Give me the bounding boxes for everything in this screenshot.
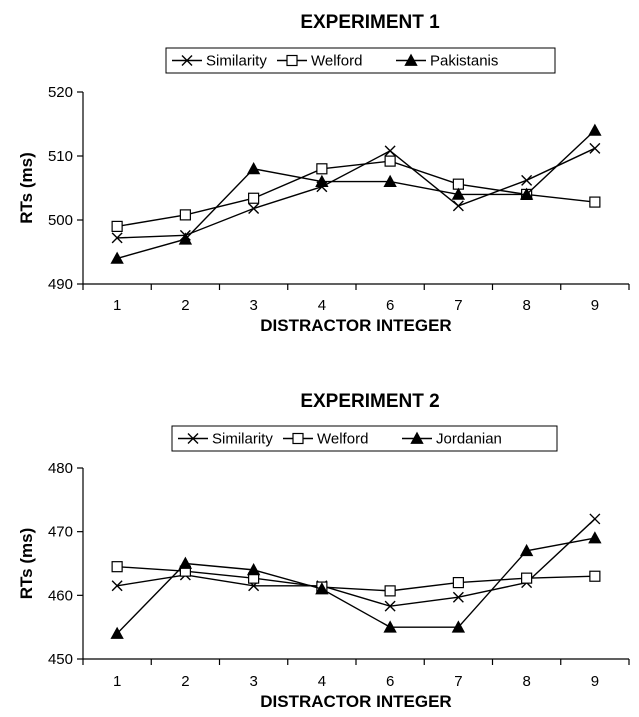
series-line [117, 518, 596, 607]
data-point [589, 570, 601, 582]
series-line [117, 160, 595, 228]
series-pakistanis [110, 123, 602, 264]
x-tick-label: 7 [454, 297, 462, 314]
legend-label: Jordanian [436, 431, 502, 448]
data-point [246, 161, 261, 175]
legend-label: Welford [317, 431, 368, 448]
y-tick-label: 480 [48, 460, 73, 477]
x-tick-label: 4 [318, 673, 326, 690]
y-tick-label: 520 [48, 84, 73, 101]
data-point [110, 251, 124, 264]
data-point [316, 163, 328, 175]
chart-experiment-2: EXPERIMENT 2 Similarity Welford Jordanian 45… [17, 391, 630, 711]
data-point [589, 513, 601, 525]
series-line [117, 565, 595, 592]
data-point [315, 174, 329, 187]
x-tick-label: 8 [522, 297, 530, 314]
data-point [178, 556, 193, 569]
legend-marker-triangle [410, 431, 424, 444]
data-point [451, 620, 466, 633]
y-axis-label: RTs (ms) [17, 528, 36, 599]
y-tick-label: 510 [48, 148, 73, 165]
x-tick-label: 2 [181, 673, 189, 690]
x-tick-label: 3 [249, 673, 257, 690]
y-tick-label: 450 [48, 651, 73, 668]
x-tick-label: 6 [386, 297, 394, 314]
chart-title: EXPERIMENT 2 [300, 391, 439, 412]
data-point [248, 202, 260, 214]
y-axis-label: RTs (ms) [17, 152, 36, 223]
data-point [588, 123, 602, 136]
legend-marker-x [181, 55, 193, 66]
data-point [384, 145, 396, 157]
data-point [521, 174, 533, 186]
data-point [111, 232, 123, 244]
x-tick-label: 3 [249, 297, 257, 314]
legend-marker-x [187, 433, 199, 444]
x-tick-label: 8 [522, 673, 530, 690]
chart-title: EXPERIMENT 1 [300, 12, 440, 33]
legend-box [171, 425, 558, 452]
data-point [589, 196, 601, 208]
series-line [116, 537, 596, 635]
data-point [383, 174, 397, 187]
data-point [521, 572, 533, 584]
x-tick-label: 4 [318, 297, 326, 314]
data-point [588, 531, 602, 544]
series-line [116, 129, 596, 260]
data-point [246, 563, 261, 576]
data-point [111, 561, 123, 573]
x-tick-label: 6 [386, 673, 394, 690]
data-point [384, 155, 396, 167]
data-point [315, 582, 329, 595]
data-point [178, 232, 193, 245]
data-point [383, 620, 397, 633]
y-tick-label: 490 [48, 276, 73, 293]
data-point [519, 187, 534, 200]
x-tick-label: 1 [113, 297, 121, 314]
legend-label: Pakistanis [430, 53, 498, 70]
y-tick-label: 460 [48, 587, 73, 604]
y-tick-label: 470 [48, 524, 73, 541]
data-point [384, 585, 396, 597]
legend-label: Similarity [206, 53, 267, 70]
x-axis-label: DISTRACTOR INTEGER [260, 692, 451, 711]
data-point [589, 142, 601, 154]
legend-label: Similarity [212, 431, 273, 448]
data-point [248, 192, 260, 204]
series-line [117, 147, 596, 239]
x-tick-label: 9 [591, 297, 599, 314]
data-point [452, 576, 464, 589]
data-point [110, 626, 124, 639]
chart-experiment-1: EXPERIMENT 1 Similarity Welford Pakistanis 4… [17, 12, 630, 335]
data-point [179, 209, 191, 221]
data-point [384, 600, 396, 612]
series-welford [111, 155, 601, 232]
x-tick-label: 2 [181, 297, 189, 314]
data-point [452, 591, 464, 603]
x-tick-label: 7 [454, 673, 462, 690]
legend-box [165, 47, 556, 74]
legend-marker-triangle [404, 53, 418, 66]
data-point [519, 543, 534, 557]
legend-label: Welford [311, 53, 362, 70]
x-tick-label: 1 [113, 673, 121, 690]
data-point [111, 220, 123, 232]
legend-marker-square [292, 432, 304, 445]
data-point [452, 200, 464, 212]
series-jordanian [110, 531, 602, 639]
data-point [451, 187, 466, 200]
x-axis-label: DISTRACTOR INTEGER [260, 316, 451, 335]
y-tick-label: 500 [48, 212, 73, 229]
x-tick-label: 9 [591, 673, 599, 690]
data-point [111, 580, 123, 592]
legend-marker-square [286, 54, 298, 67]
